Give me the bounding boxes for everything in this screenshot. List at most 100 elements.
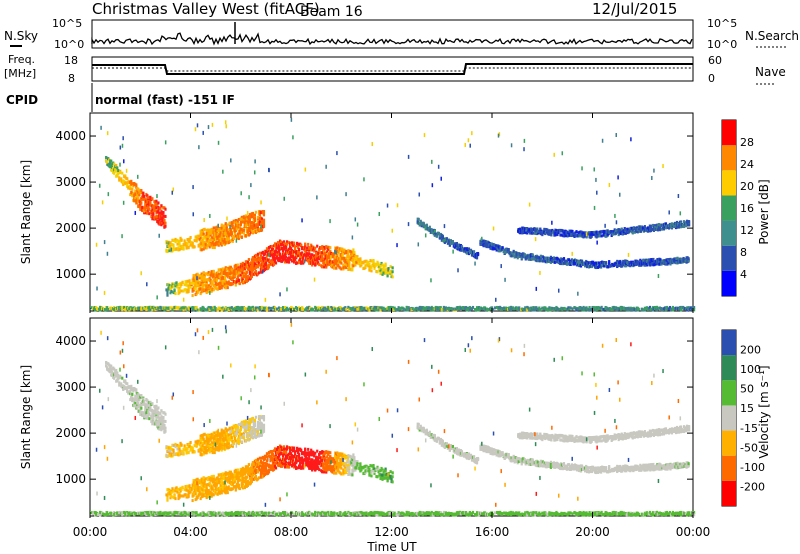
echo-point xyxy=(316,244,319,248)
echo-point xyxy=(106,161,109,165)
echo-point xyxy=(577,259,581,263)
echo-point xyxy=(283,196,285,201)
echo-point xyxy=(134,210,137,215)
echo-point xyxy=(250,265,253,269)
echo-point xyxy=(146,416,149,420)
echo-point xyxy=(646,263,649,267)
echo-point xyxy=(285,240,289,244)
echo-point xyxy=(167,244,170,248)
echo-point xyxy=(159,211,162,215)
echo-point xyxy=(351,266,354,270)
echo-point xyxy=(149,200,152,204)
echo-point xyxy=(326,259,329,263)
echo-point xyxy=(123,306,126,310)
echo-point xyxy=(567,258,571,262)
y-tick-label: 3000 xyxy=(55,175,86,189)
echo-point xyxy=(607,265,610,269)
echo-point xyxy=(443,224,446,229)
echo-point xyxy=(337,251,340,255)
echo-point xyxy=(137,190,140,194)
freq-tick-bottom: 8 xyxy=(68,72,75,85)
echo-point xyxy=(202,247,205,251)
echo-point xyxy=(352,248,355,252)
echo-point xyxy=(254,210,258,214)
echo-point xyxy=(263,267,267,271)
echo-point xyxy=(601,138,604,143)
echo-point xyxy=(186,242,189,246)
echo-point xyxy=(330,255,332,260)
echo-point xyxy=(164,214,167,218)
echo-point xyxy=(628,260,631,264)
echo-point xyxy=(335,258,338,262)
echo-point xyxy=(183,243,186,247)
echo-point xyxy=(390,272,393,276)
echo-point xyxy=(350,256,353,260)
echo-point xyxy=(105,159,108,163)
echo-point xyxy=(343,251,346,255)
echo-point xyxy=(637,307,640,311)
echo-point xyxy=(539,227,542,231)
echo-point xyxy=(219,231,222,235)
echo-point xyxy=(254,269,258,273)
echo-point xyxy=(331,264,334,268)
echo-point xyxy=(203,275,206,279)
echo-point xyxy=(243,274,246,278)
echo-point xyxy=(294,248,297,252)
echo-point xyxy=(240,235,243,239)
echo-point xyxy=(191,242,194,246)
echo-point xyxy=(155,404,158,408)
echo-point xyxy=(588,305,591,309)
echo-point xyxy=(178,290,181,294)
echo-point xyxy=(235,280,238,284)
echo-point xyxy=(182,246,185,250)
echo-point xyxy=(566,308,569,312)
echo-point xyxy=(199,236,202,240)
echo-point xyxy=(222,224,225,228)
echo-point xyxy=(687,223,691,227)
echo-point xyxy=(539,308,542,312)
echo-point xyxy=(164,140,167,145)
echo-point xyxy=(562,257,566,261)
echo-point xyxy=(172,284,175,288)
echo-point xyxy=(684,224,688,228)
echo-point xyxy=(219,228,222,232)
echo-point xyxy=(149,400,152,404)
echo-point xyxy=(224,271,227,275)
echo-point xyxy=(186,279,189,283)
echo-point xyxy=(253,272,257,276)
echo-point xyxy=(442,237,445,241)
echo-point xyxy=(262,224,266,228)
echo-point xyxy=(196,278,199,282)
echo-point xyxy=(318,248,321,252)
echo-point xyxy=(115,169,118,173)
echo-point xyxy=(169,244,172,248)
echo-point xyxy=(262,213,266,217)
echo-point xyxy=(225,124,227,129)
echo-point xyxy=(379,263,382,267)
echo-point xyxy=(239,273,242,277)
echo-point xyxy=(212,275,215,279)
echo-point xyxy=(593,205,596,210)
echo-point xyxy=(250,221,253,225)
echo-point xyxy=(391,270,394,274)
echo-point xyxy=(105,308,108,312)
echo-point xyxy=(276,241,280,245)
echo-point xyxy=(283,260,287,264)
echo-point xyxy=(229,228,232,232)
echo-point xyxy=(204,308,207,312)
echo-point xyxy=(240,217,243,221)
echo-point xyxy=(345,307,348,311)
echo-point xyxy=(228,222,231,226)
echo-point xyxy=(285,251,289,255)
echo-point xyxy=(575,230,578,234)
echo-point xyxy=(375,262,378,266)
echo-point xyxy=(386,274,389,278)
echo-point xyxy=(302,307,305,311)
echo-point xyxy=(150,215,153,219)
echo-point xyxy=(219,279,222,283)
echo-point xyxy=(239,223,242,227)
echo-point xyxy=(147,410,150,414)
echo-point xyxy=(169,306,172,310)
echo-point xyxy=(451,239,454,243)
echo-point xyxy=(134,394,137,398)
